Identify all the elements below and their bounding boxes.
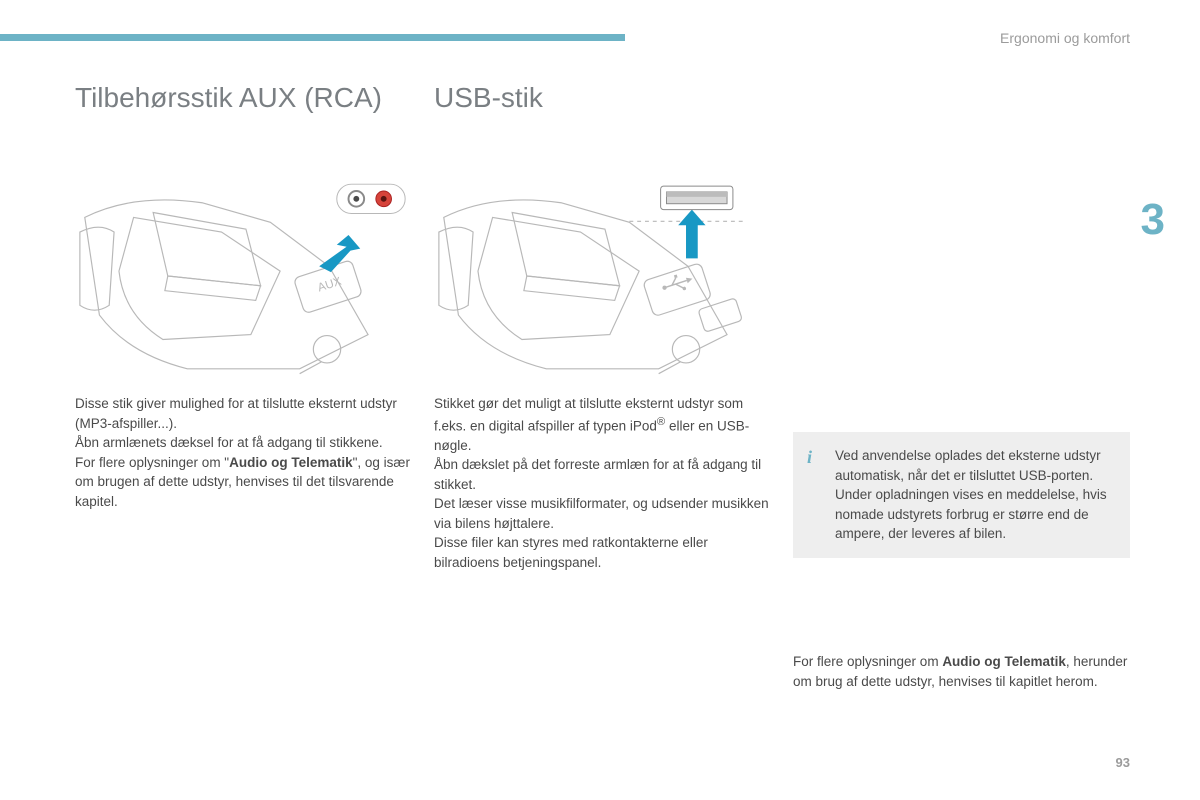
usb-title: USB-stik bbox=[434, 82, 771, 154]
usb-p2: Åbn dækslet på det forreste armlæn for a… bbox=[434, 455, 771, 494]
aux-body: Disse stik giver mulighed for at tilslut… bbox=[75, 394, 412, 511]
aux-title: Tilbehørsstik AUX (RCA) bbox=[75, 82, 412, 154]
main-content: Tilbehørsstik AUX (RCA) bbox=[75, 82, 1130, 573]
usb-p3: Det læser visse musikfilformater, og uds… bbox=[434, 494, 771, 533]
usb-illustration-svg bbox=[434, 176, 771, 376]
aux-p1: Disse stik giver mulighed for at tilslut… bbox=[75, 394, 412, 433]
chapter-number: 3 bbox=[1141, 195, 1165, 245]
usb-p1: Stikket gør det muligt at tilslutte ekst… bbox=[434, 394, 771, 455]
aux-p3: For flere oplysninger om "Audio og Telem… bbox=[75, 453, 412, 512]
info-callout: i Ved anvendelse oplades det eksterne ud… bbox=[793, 432, 1130, 558]
aux-p2: Åbn armlænets dæksel for at få adgang ti… bbox=[75, 433, 412, 453]
column-aux: Tilbehørsstik AUX (RCA) bbox=[75, 82, 412, 573]
info-icon: i bbox=[807, 444, 812, 470]
footer-note: For flere oplysninger om Audio og Telema… bbox=[793, 652, 1130, 691]
usb-illustration bbox=[434, 176, 771, 376]
top-accent-bar bbox=[0, 34, 625, 41]
column-info: i Ved anvendelse oplades det eksterne ud… bbox=[793, 82, 1130, 573]
usb-p4: Disse filer kan styres med ratkontaktern… bbox=[434, 533, 771, 572]
aux-illustration-svg: AUX bbox=[75, 176, 412, 376]
info-text: Ved anvendelse oplades det eksterne udst… bbox=[835, 448, 1107, 541]
column-usb: USB-stik bbox=[434, 82, 771, 573]
svg-text:AUX: AUX bbox=[316, 275, 343, 295]
page-number: 93 bbox=[1116, 755, 1130, 770]
section-header-label: Ergonomi og komfort bbox=[1000, 30, 1130, 46]
aux-illustration: AUX bbox=[75, 176, 412, 376]
usb-body: Stikket gør det muligt at tilslutte ekst… bbox=[434, 394, 771, 573]
